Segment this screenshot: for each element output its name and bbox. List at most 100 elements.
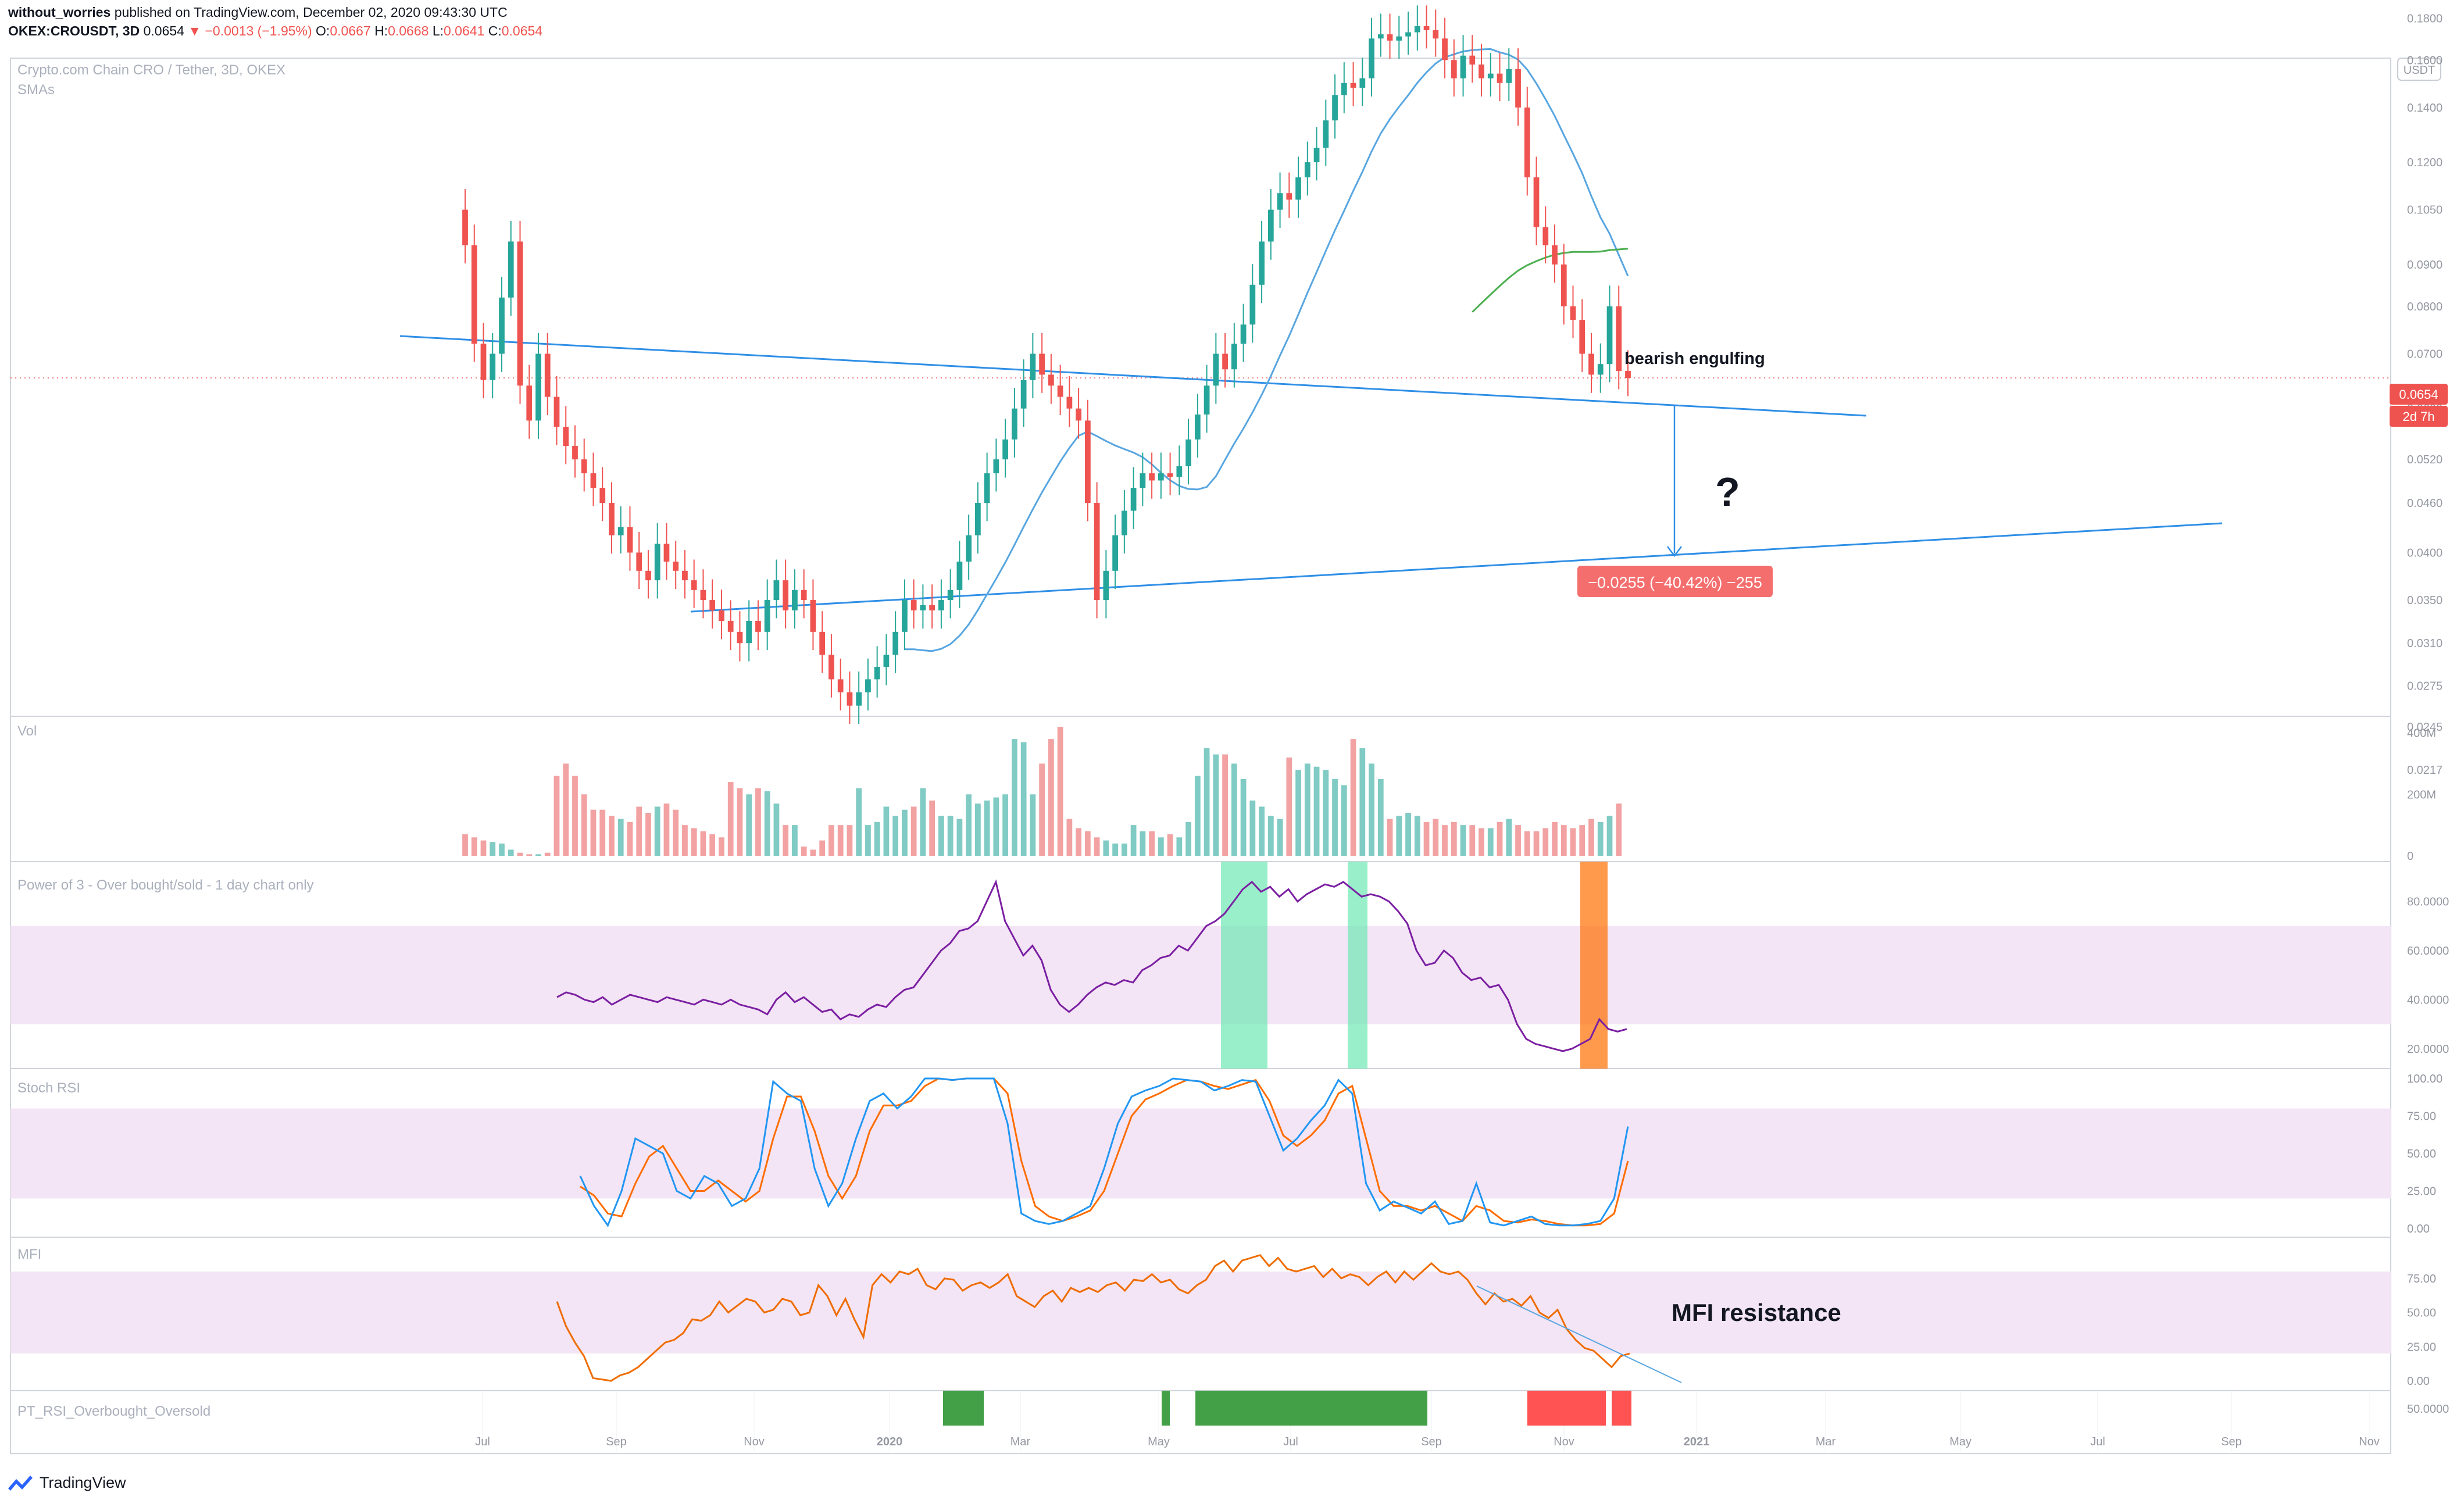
candle-up (1204, 385, 1210, 415)
price-tick-label: 0.0310 (2407, 637, 2442, 650)
time-tick-label: Nov (1554, 1435, 1574, 1448)
price-tick-label: 0.1800 (2407, 12, 2442, 25)
volume-bar (1497, 822, 1503, 856)
candle-down (1542, 227, 1549, 245)
publish-date: published on TradingView.com, December 0… (114, 5, 508, 20)
volume-bar (517, 852, 523, 856)
time-tick-label: Nov (2359, 1435, 2380, 1448)
ptrsi-segments (943, 1391, 1631, 1426)
volume-bars (462, 727, 1622, 856)
price-tick-label: 0.0350 (2407, 594, 2442, 607)
candle-down (929, 605, 935, 610)
candle-down (581, 459, 587, 474)
candle-down (1222, 353, 1228, 370)
volume-bar (1158, 837, 1164, 856)
volume-bar (526, 854, 533, 856)
time-axis: Jul Sep Nov 2020 Mar May Jul Sep Nov 2021 Mar May Ju… (475, 1435, 2380, 1448)
candle-up (490, 353, 496, 380)
moving-averages (904, 48, 1629, 652)
ptrsi-tick-label: 50.0000 (2407, 1403, 2449, 1416)
volume-bar (993, 797, 999, 856)
measure-arrow-icon (1667, 546, 1682, 558)
volume-bar (627, 822, 633, 856)
author-name[interactable]: without_worries (8, 5, 111, 20)
signal-highlight (1580, 862, 1608, 1069)
volume-bar (1323, 770, 1329, 856)
volume-bar (471, 837, 477, 856)
candle-up (1460, 55, 1466, 78)
volume-bar (581, 794, 587, 856)
pane-title-stoch: Stoch RSI (17, 1080, 80, 1096)
candle-up (1121, 510, 1127, 535)
candle-down (563, 427, 569, 447)
volume-bar (1533, 831, 1540, 856)
volume-bar (727, 782, 734, 856)
pane-title-power3: Power of 3 - Over bought/sold - 1 day ch… (17, 877, 314, 893)
volume-bar (563, 763, 569, 856)
time-tick-label: Mar (1816, 1435, 1836, 1448)
candle-down (1579, 320, 1585, 354)
volume-tick-label: 400M (2407, 727, 2436, 740)
candle-up (1359, 78, 1366, 88)
close-label: C: (488, 23, 502, 38)
candle-down (526, 385, 533, 421)
candle-down (1625, 370, 1631, 378)
currency-badge[interactable] (2397, 58, 2441, 81)
candle-down (1533, 177, 1540, 227)
volume-bar (1267, 816, 1274, 856)
time-tick-label: Jul (1283, 1435, 1298, 1448)
pane-frames (10, 58, 2391, 1454)
pane-title-mfi: MFI (17, 1247, 41, 1262)
price-change: −0.0013 (−1.95%) (205, 23, 312, 38)
candle-down (1167, 473, 1173, 477)
time-tick-label: Nov (744, 1435, 765, 1448)
pane-title-volume: Vol (17, 723, 37, 739)
candle-down (691, 580, 697, 590)
volume-bar (709, 834, 716, 856)
volume-bar (1020, 742, 1027, 856)
volume-bar (865, 825, 871, 856)
volume-bar (1240, 778, 1247, 856)
candle-down (1588, 353, 1594, 375)
low-value: 0.0641 (444, 23, 485, 38)
volume-bar (1012, 739, 1017, 856)
volume-bar (691, 828, 697, 856)
candle-up (938, 600, 944, 610)
volume-bar (746, 794, 752, 856)
candle-up (966, 535, 972, 562)
high-value: 0.0668 (388, 23, 429, 38)
volume-bar (673, 809, 679, 856)
power3-tick-label: 40.0000 (2407, 994, 2449, 1006)
candle-up (746, 621, 752, 644)
power3-line (556, 879, 1627, 1052)
volume-bar (490, 842, 496, 856)
volume-bar (1479, 828, 1484, 856)
volume-bar (1442, 825, 1448, 856)
volume-bar (1121, 843, 1127, 856)
volume-bar (700, 831, 706, 856)
candle-up (975, 503, 981, 535)
volume-bar (654, 806, 660, 856)
candle-down (590, 473, 597, 488)
volume-bar (1249, 800, 1256, 856)
candle-up (1369, 38, 1374, 78)
candle-up (1377, 34, 1384, 39)
candle-up (993, 459, 999, 474)
volume-bar (1076, 828, 1081, 856)
volume-bar (1002, 794, 1009, 856)
candle-up (920, 605, 926, 610)
time-tick-label: Sep (606, 1435, 627, 1448)
candle-down (1048, 374, 1054, 386)
trend-lines (399, 335, 2223, 613)
candle-down (1039, 353, 1045, 375)
power3-band-fill (10, 926, 2391, 1024)
volume-bar (1606, 816, 1613, 856)
question-mark: ? (1715, 469, 1740, 515)
tradingview-logo[interactable]: TradingView (7, 1473, 126, 1492)
volume-bar (1433, 819, 1439, 856)
power3-tick-label: 60.0000 (2407, 945, 2449, 958)
candle-up (773, 580, 780, 601)
candle-down (755, 621, 761, 632)
candle-down (1423, 26, 1430, 31)
